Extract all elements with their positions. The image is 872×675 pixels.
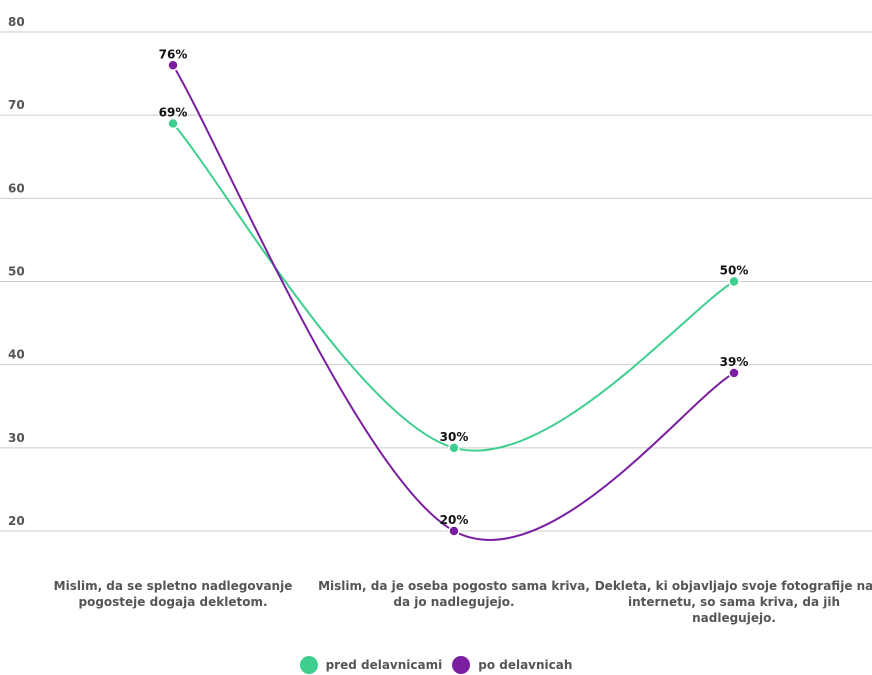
data-points [167, 59, 740, 537]
legend-label-po: po delavnicah [478, 658, 573, 672]
x-category-label-2: Mislim, da je oseba pogosto sama kriva, … [318, 579, 590, 609]
legend-swatch-purple [452, 656, 471, 674]
data-point-s2-2[interactable] [448, 525, 460, 537]
legend-label-pred: pred delavnicami [325, 658, 443, 672]
y-tick-label-70: 70 [8, 98, 25, 112]
series-line-2 [172, 64, 735, 541]
legend: pred delavnicami po delavnicah [0, 656, 872, 674]
data-label-s1-1: 69% [159, 105, 188, 119]
series-line-1 [172, 122, 735, 452]
y-tick-label-60: 60 [8, 181, 25, 195]
y-tick-label-30: 30 [8, 431, 25, 445]
legend-swatch-green [299, 656, 318, 674]
legend-item-pred[interactable]: pred delavnicami [299, 656, 443, 674]
x-category-label-1: Mislim, da se spletno nadlegovanje pogos… [53, 579, 293, 609]
data-point-s2-3[interactable] [728, 367, 740, 379]
data-label-s2-2: 20% [440, 513, 469, 527]
y-tick-label-50: 50 [8, 265, 25, 279]
data-label-s2-1: 76% [159, 47, 188, 61]
data-label-s2-3: 39% [720, 355, 749, 369]
x-category-label-3: Dekleta, ki objavljajo svoje fotografije… [594, 579, 872, 625]
series-lines [172, 64, 735, 541]
data-label-s1-2: 30% [440, 430, 469, 444]
legend-item-po[interactable]: po delavnicah [452, 656, 572, 674]
gridlines [0, 31, 872, 532]
data-point-s2-1[interactable] [167, 59, 179, 72]
data-point-s1-1[interactable] [167, 117, 179, 130]
y-axis-ticks: 20 30 40 50 60 70 80 [8, 15, 25, 528]
data-point-s1-2[interactable] [448, 442, 460, 454]
y-tick-label-20: 20 [8, 514, 25, 528]
y-tick-label-80: 80 [8, 15, 25, 29]
data-point-s1-3[interactable] [728, 275, 740, 288]
data-label-s1-3: 50% [720, 264, 749, 278]
y-tick-label-40: 40 [8, 348, 25, 362]
data-labels: 69% 30% 50% 76% 20% 39% [159, 47, 749, 527]
